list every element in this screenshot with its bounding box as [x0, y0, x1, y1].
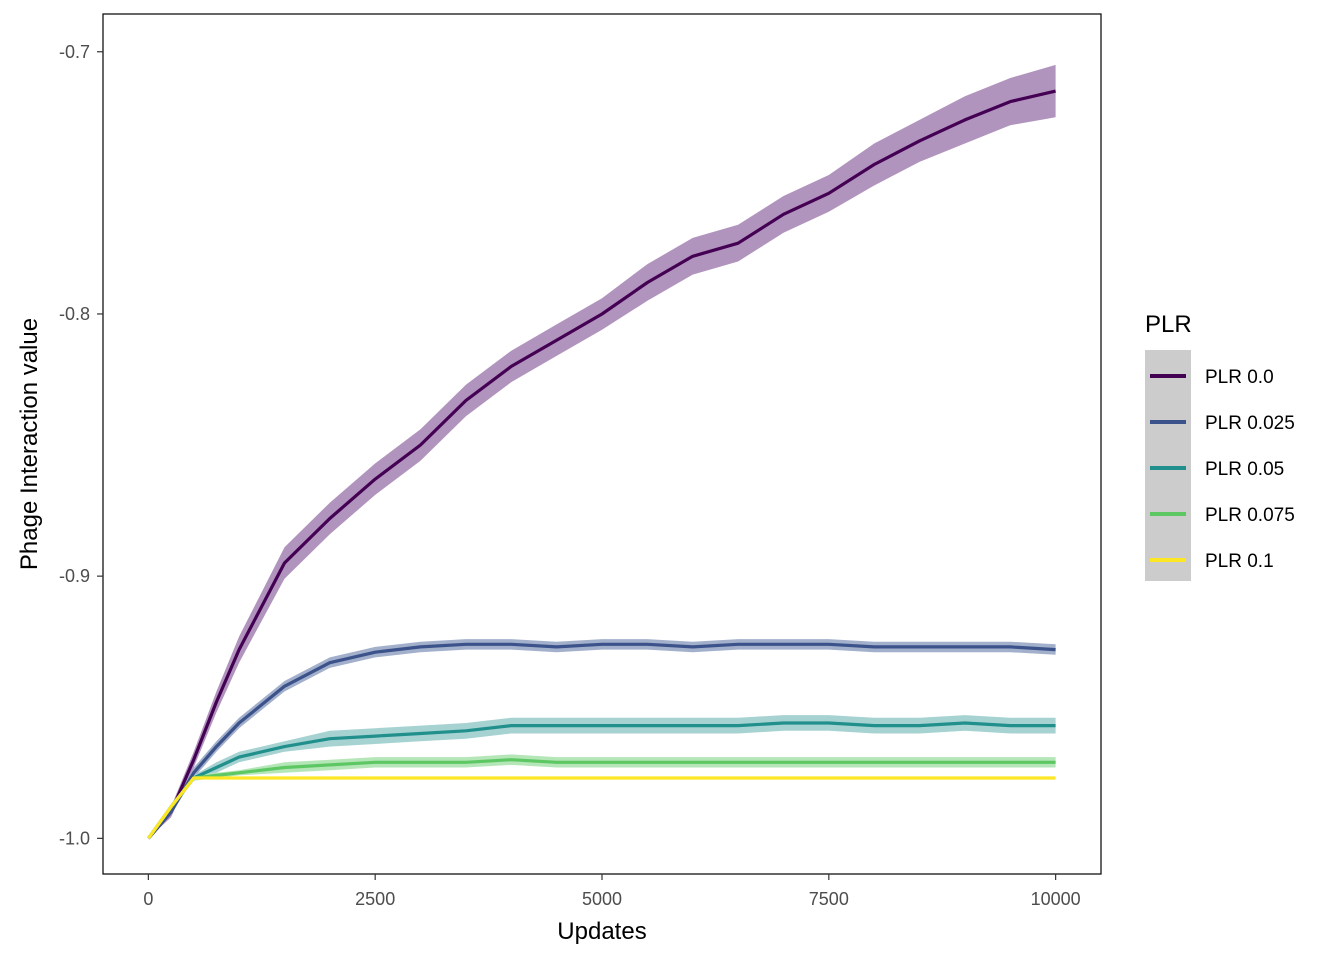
y-axis-title: Phage Interaction value [16, 318, 43, 570]
legend-label-4: PLR 0.1 [1205, 551, 1274, 572]
legend-label-2: PLR 0.05 [1205, 459, 1284, 480]
legend-title: PLR [1145, 311, 1192, 338]
legend-label-3: PLR 0.075 [1205, 505, 1295, 526]
series-1-line [147, 642, 1056, 840]
x-tick-label: 7500 [809, 889, 849, 909]
series-0-band [148, 64, 1056, 839]
series-2-line [147, 721, 1056, 840]
y-tick-label: -1.0 [59, 828, 90, 848]
x-axis: 0 2500 5000 7500 10000 [143, 874, 1081, 909]
series-lines [147, 89, 1056, 840]
legend-key-background [1145, 350, 1191, 581]
legend-items: PLR 0.0 PLR 0.025 PLR 0.05 PLR 0.075 PLR 0.1 [1150, 367, 1295, 572]
series-0-line [147, 89, 1056, 840]
x-tick-label: 5000 [582, 889, 622, 909]
y-tick-label: -0.7 [59, 42, 90, 62]
series-4-line [147, 776, 1056, 840]
x-tick-label: 0 [143, 889, 153, 909]
x-tick-label: 10000 [1031, 889, 1081, 909]
y-axis: -1.0 -0.9 -0.8 -0.7 [59, 42, 103, 848]
series-2-band [148, 715, 1056, 839]
y-tick-label: -0.8 [59, 304, 90, 324]
legend-label-0: PLR 0.0 [1205, 367, 1274, 388]
y-tick-label: -0.9 [59, 566, 90, 586]
x-tick-label: 2500 [355, 889, 395, 909]
legend-label-1: PLR 0.025 [1205, 413, 1295, 434]
series-3-line [147, 758, 1056, 840]
x-axis-title: Updates [557, 918, 646, 945]
